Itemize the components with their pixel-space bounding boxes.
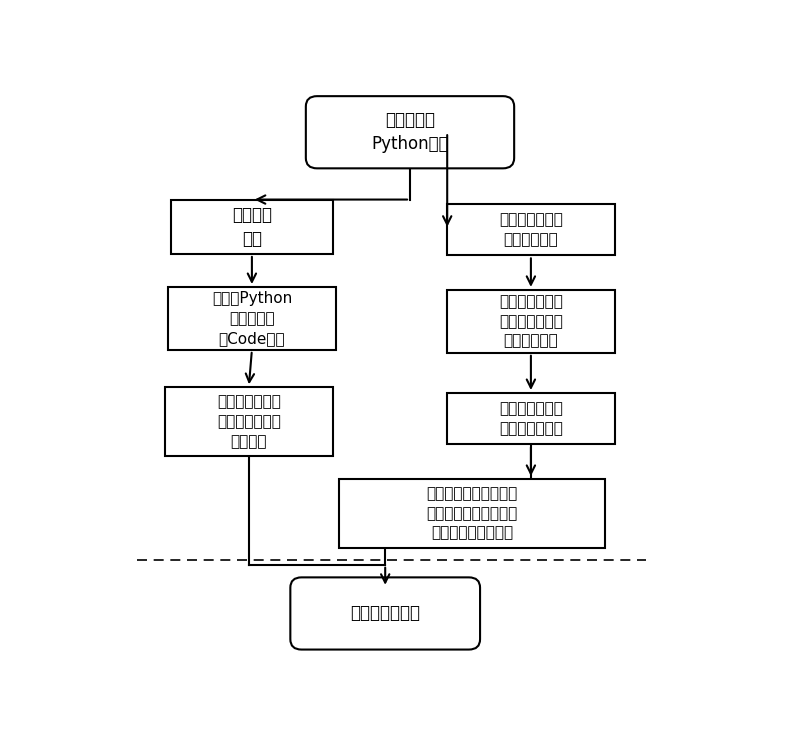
Text: 载入目标
代码: 载入目标 代码 <box>232 206 272 248</box>
FancyBboxPatch shape <box>447 393 614 444</box>
FancyBboxPatch shape <box>338 479 606 548</box>
Text: 模拟执行目标代
码，获得函数执
行和依赖关系: 模拟执行目标代 码，获得函数执 行和依赖关系 <box>499 294 563 349</box>
FancyBboxPatch shape <box>165 387 333 456</box>
Text: 遍历代码树，寻
找对全局变量操
作的步骤: 遍历代码树，寻 找对全局变量操 作的步骤 <box>217 394 281 449</box>
Text: 消除全局变量，
消除边际效应: 消除全局变量， 消除边际效应 <box>499 212 563 247</box>
FancyBboxPatch shape <box>171 199 333 254</box>
Text: 并行化执行
Python代码: 并行化执行 Python代码 <box>371 112 449 153</box>
FancyBboxPatch shape <box>447 290 614 353</box>
Text: 根据获得的函数
参数，并行执行: 根据获得的函数 参数，并行执行 <box>499 401 563 436</box>
FancyBboxPatch shape <box>306 96 514 168</box>
FancyBboxPatch shape <box>290 577 480 650</box>
Text: 第二次模拟执行目标代
码，遇到函数调用的时
候直接返回执行结果: 第二次模拟执行目标代 码，遇到函数调用的时 候直接返回执行结果 <box>426 486 518 540</box>
Text: 并行化执行结束: 并行化执行结束 <box>350 604 420 623</box>
FancyBboxPatch shape <box>447 204 614 255</box>
Text: 编译成Python
字节码，得
到Code对象: 编译成Python 字节码，得 到Code对象 <box>212 291 292 346</box>
FancyBboxPatch shape <box>168 287 336 350</box>
